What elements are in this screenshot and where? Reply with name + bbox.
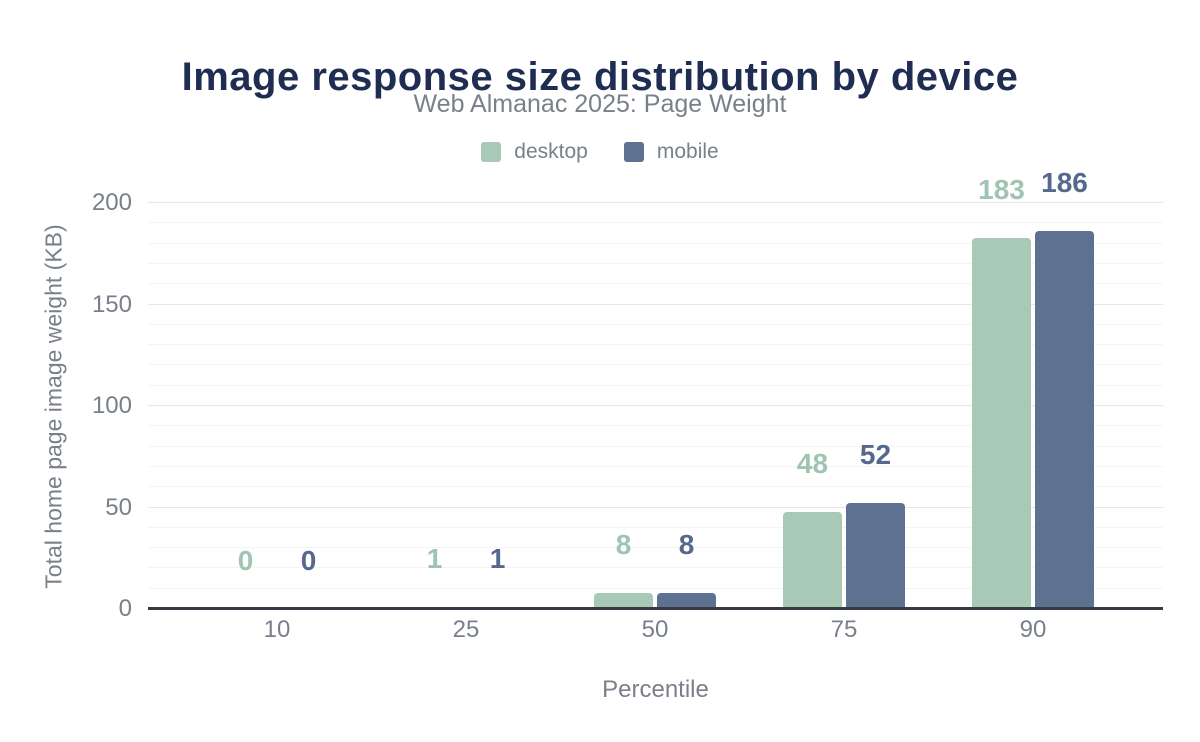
value-label-mobile-p10: 0 — [300, 545, 317, 576]
value-label-desktop-p10: 0 — [237, 545, 254, 576]
legend: desktop mobile — [0, 140, 1200, 164]
bar-desktop-p90 — [972, 238, 1031, 609]
legend-swatch-desktop — [481, 142, 502, 162]
legend-item-mobile: mobile — [623, 140, 719, 164]
y-tick-label: 50 — [105, 493, 132, 521]
gridline — [148, 283, 1163, 285]
x-axis-title: Percentile — [602, 676, 709, 703]
x-tick-label: 90 — [1019, 616, 1047, 643]
bar-desktop-p50 — [594, 593, 653, 609]
gridline — [148, 344, 1163, 346]
chart-title: Image response size distribution by devi… — [181, 54, 1019, 99]
gridline — [148, 202, 1163, 203]
value-label-mobile-p50: 8 — [678, 529, 695, 560]
chart-subtitle: Web Almanac 2025: Page Weight — [413, 90, 787, 118]
gridline — [148, 506, 1163, 508]
x-tick-label: 10 — [263, 616, 291, 643]
gridline — [148, 262, 1163, 264]
gridline — [148, 465, 1163, 467]
value-label-mobile-p75: 52 — [859, 439, 892, 470]
y-tick-label: 0 — [118, 595, 132, 622]
legend-swatch-mobile — [623, 142, 644, 162]
x-tick-label: 25 — [452, 616, 480, 643]
value-label-desktop-p90: 183 — [978, 174, 1025, 205]
value-label-mobile-p90: 186 — [1041, 167, 1088, 198]
gridline — [148, 425, 1163, 427]
legend-label-mobile: mobile — [656, 140, 719, 163]
value-label-desktop-p50: 8 — [615, 529, 632, 560]
x-axis-line — [148, 607, 1163, 610]
bar-mobile-p75 — [846, 503, 905, 609]
gridline — [148, 567, 1163, 569]
y-tick-label: 100 — [91, 392, 132, 419]
x-tick-label: 50 — [641, 616, 669, 643]
bar-desktop-p75 — [783, 512, 842, 609]
gridline — [148, 303, 1163, 305]
gridline — [148, 587, 1163, 589]
value-label-desktop-p25: 1 — [426, 543, 443, 574]
value-label-desktop-p75: 48 — [796, 448, 829, 479]
gridline — [148, 323, 1163, 325]
gridline — [148, 384, 1163, 386]
gridline — [148, 445, 1163, 447]
legend-item-desktop: desktop — [481, 140, 588, 164]
gridline — [148, 405, 1163, 406]
gridline — [148, 486, 1163, 488]
legend-label-desktop: desktop — [514, 140, 588, 163]
x-tick-label: 75 — [830, 616, 858, 643]
gridline — [148, 222, 1163, 224]
y-tick-label: 200 — [91, 189, 132, 216]
bar-mobile-p50 — [657, 593, 716, 609]
gridline — [148, 242, 1163, 244]
plot-area: 0 0 1 1 8 8 48 52 183 186 — [148, 169, 1163, 610]
bar-mobile-p90 — [1035, 231, 1094, 609]
value-label-mobile-p25: 1 — [489, 543, 506, 574]
y-tick-label: 150 — [91, 290, 132, 318]
gridline — [148, 547, 1163, 549]
gridline — [148, 526, 1163, 528]
gridline — [148, 364, 1163, 366]
